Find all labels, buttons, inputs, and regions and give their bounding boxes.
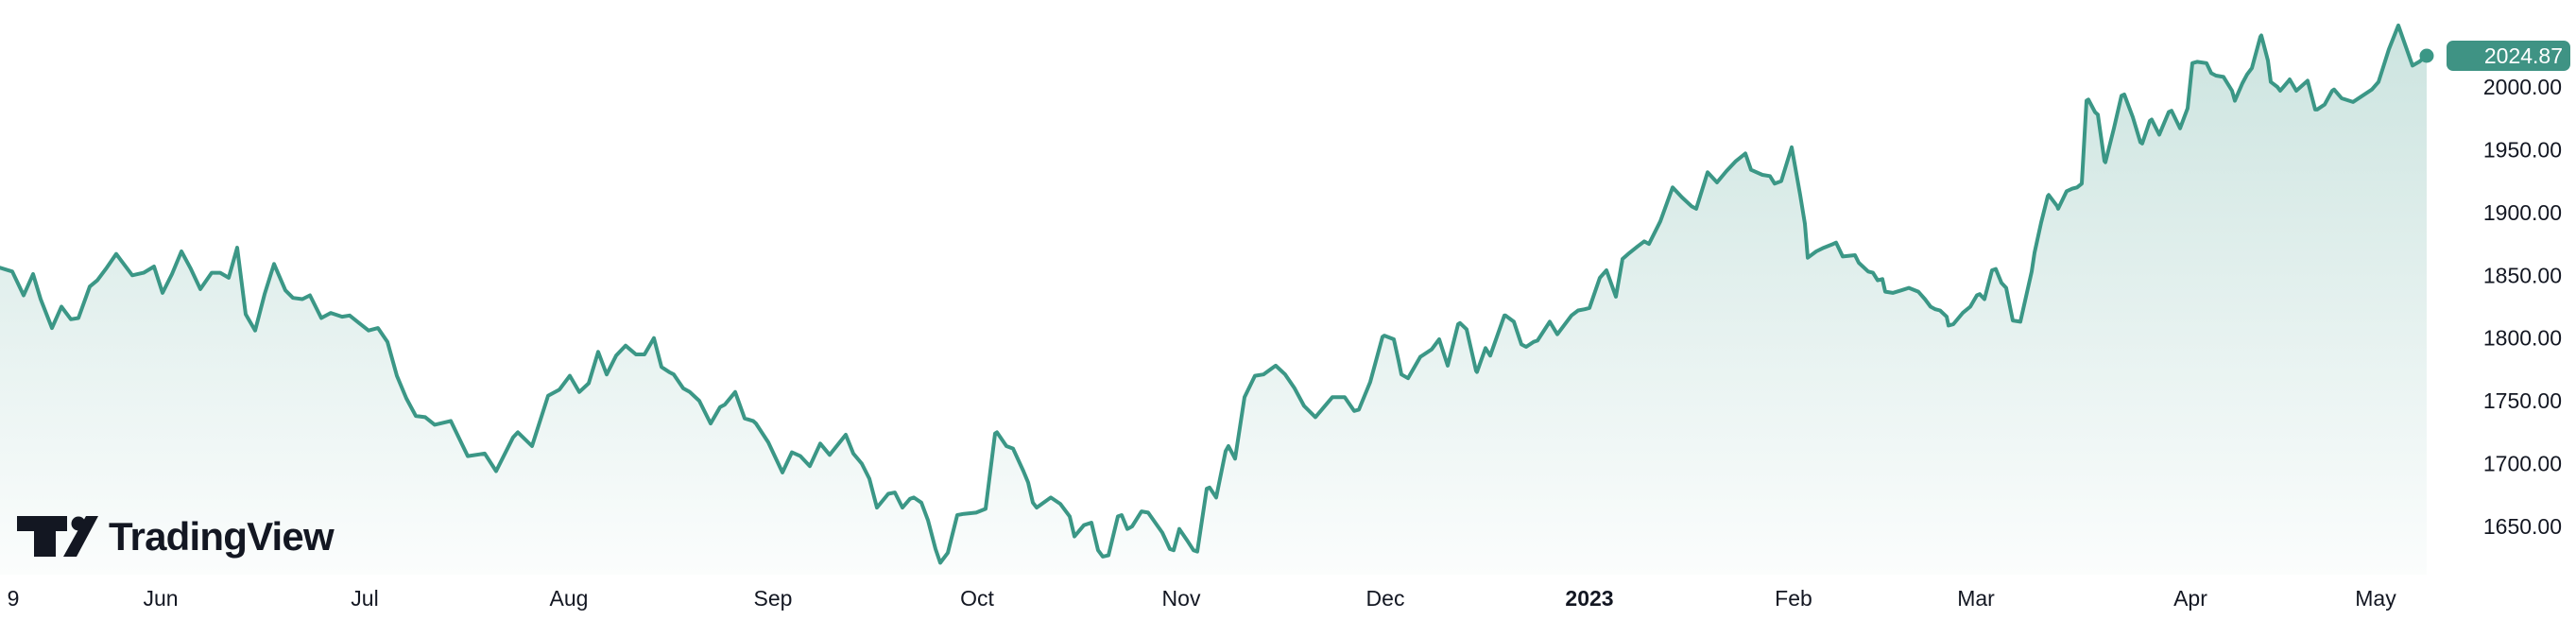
- time-scale: 9 Jun Jul Aug Sep Oct Nov Dec 2023 Feb Mar Apr May: [8, 586, 2397, 611]
- x-axis-label: Sep: [754, 586, 793, 611]
- x-axis-label: 2023: [1565, 586, 1613, 611]
- x-axis-label: Aug: [550, 586, 589, 611]
- last-price-dot: [2419, 48, 2434, 63]
- y-axis-label: 1650.00: [2483, 514, 2562, 539]
- price-scale: 2000.00 1950.00 1900.00 1850.00 1800.00 1750.…: [2483, 75, 2562, 539]
- y-axis-label: 1750.00: [2483, 388, 2562, 413]
- y-axis-label: 1850.00: [2483, 263, 2562, 287]
- y-axis-label: 1900.00: [2483, 200, 2562, 225]
- x-axis-label: Feb: [1775, 586, 1812, 611]
- x-axis-label: Oct: [960, 586, 994, 611]
- area-fill: [0, 25, 2427, 575]
- price-line-group: [0, 23, 2429, 565]
- y-axis-label: 2000.00: [2483, 75, 2562, 99]
- x-axis-label: Jun: [143, 586, 178, 611]
- x-axis-label: Dec: [1366, 586, 1405, 611]
- x-axis-label: May: [2355, 586, 2396, 611]
- tradingview-logo[interactable]: TradingView: [17, 514, 335, 559]
- tradingview-logo-text: TradingView: [109, 514, 335, 559]
- last-price-marker-group: 2024.87: [2419, 41, 2570, 71]
- x-axis-label: Nov: [1162, 586, 1201, 611]
- area-fill-group: [0, 25, 2427, 575]
- last-price-label: 2024.87: [2484, 43, 2563, 68]
- tradingview-logo-icon: [17, 516, 98, 557]
- x-axis-label: 9: [8, 586, 20, 611]
- y-axis-label: 1950.00: [2483, 137, 2562, 162]
- x-axis-label: Apr: [2173, 586, 2207, 611]
- y-axis-label: 1700.00: [2483, 452, 2562, 476]
- last-price-badge: [2447, 41, 2570, 71]
- x-axis-label: Mar: [1957, 586, 1995, 611]
- x-axis-label: Jul: [351, 586, 378, 611]
- y-axis-label: 1800.00: [2483, 326, 2562, 351]
- price-line: [0, 23, 2429, 565]
